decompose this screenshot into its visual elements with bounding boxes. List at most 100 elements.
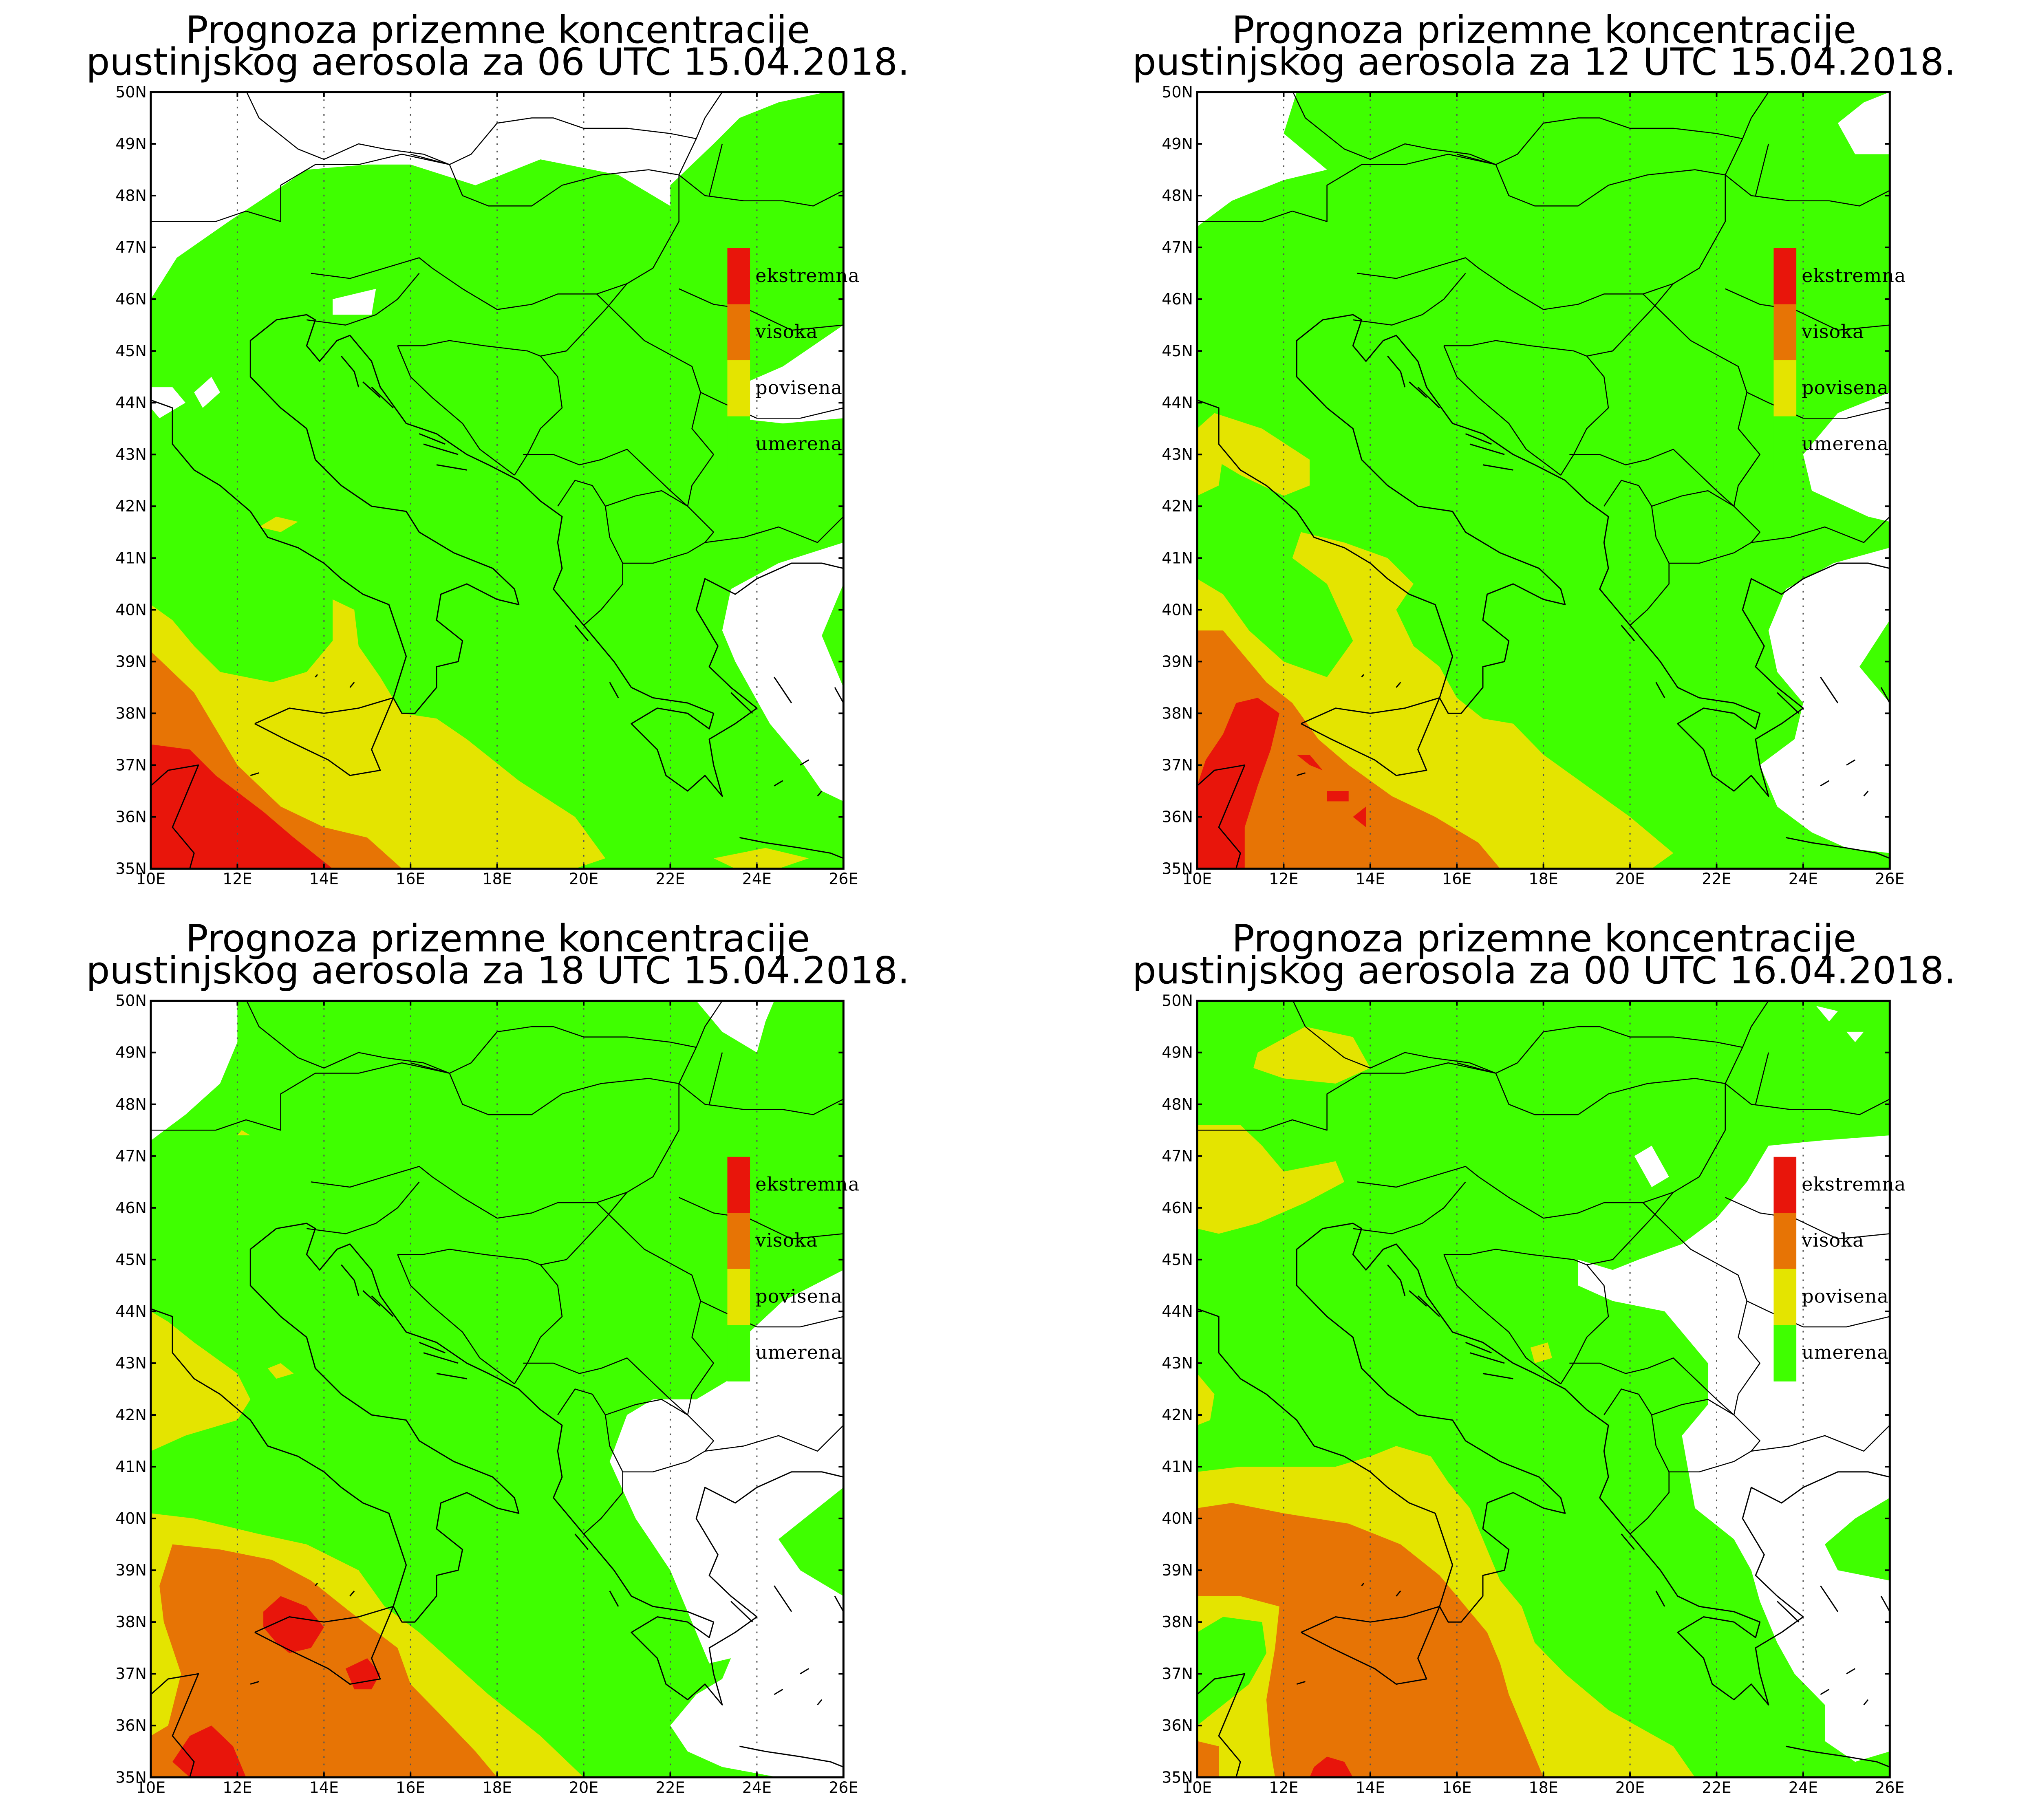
y-tick-label: 47N: [1162, 238, 1193, 256]
legend: ekstremna visoka povisena umerena: [1773, 248, 1906, 473]
y-tick-label: 47N: [115, 1147, 147, 1165]
coastline: [150, 1223, 844, 1705]
country-border: [678, 92, 723, 175]
x-tick-label: 14E: [1356, 870, 1385, 888]
y-tick-label: 36N: [115, 808, 147, 826]
country-border: [622, 1425, 844, 1472]
legend: ekstremna visoka povisena umerena: [1773, 1157, 1906, 1382]
legend-swatch-visoka: [727, 1213, 750, 1269]
country-border: [1669, 516, 1890, 564]
x-tick-label: 20E: [1615, 870, 1645, 888]
y-tick-label: 38N: [1162, 1613, 1193, 1631]
legend: ekstremna visoka povisena umerena: [727, 1157, 860, 1382]
island-outline: [250, 772, 259, 776]
country-border: [151, 1062, 679, 1131]
x-tick-label: 22E: [1702, 870, 1731, 888]
island-outline: [730, 692, 753, 714]
x-tick-label: 18E: [482, 1778, 512, 1796]
contour-povisena: [151, 1311, 251, 1451]
y-tick-label: 44N: [115, 1302, 147, 1320]
country-border: [678, 174, 844, 207]
legend-swatch-ekstremna: [1773, 1157, 1797, 1214]
country-border: [246, 92, 697, 165]
country-border: [1651, 490, 1734, 507]
island-outline: [1465, 1342, 1492, 1353]
y-tick-label: 44N: [1162, 1302, 1193, 1320]
y-tick-label: 37N: [115, 1665, 147, 1683]
x-tick-label: 22E: [655, 1778, 685, 1796]
no-data-region: [609, 1270, 844, 1778]
country-border: [1669, 1425, 1890, 1472]
island-outline: [1863, 791, 1869, 797]
y-tick-label: 36N: [1162, 808, 1193, 826]
island-outline: [574, 625, 589, 641]
contour-ekstremna: [1310, 1756, 1353, 1778]
y-tick-label: 42N: [115, 1406, 147, 1424]
no-data-region: [722, 542, 844, 802]
country-border: [410, 154, 450, 165]
island-outline: [341, 355, 360, 388]
legend-swatch-ekstremna: [727, 248, 750, 305]
island-outline: [774, 1689, 783, 1695]
country-border: [1569, 1357, 1734, 1415]
panel-title-line1: Prognoza prizemne koncentracije: [185, 8, 810, 52]
island-outline: [1482, 464, 1513, 471]
y-tick-label: 50N: [1162, 83, 1193, 101]
country-border: [687, 1301, 714, 1452]
panel-title-line2: pustinjskog aerosola za 18 UTC 15.04.201…: [86, 949, 909, 992]
island-outline: [362, 1290, 381, 1307]
country-border: [1197, 1062, 1725, 1131]
legend-label-umerena: umerena: [755, 432, 843, 454]
legend-label-ekstremna: ekstremna: [1802, 1173, 1906, 1195]
coastline: [1197, 1223, 1890, 1705]
panel-title-line1: Prognoza prizemne koncentracije: [1232, 8, 1856, 52]
island-outline: [1482, 1373, 1513, 1379]
x-tick-label: 12E: [1269, 870, 1298, 888]
legend-swatch-ekstremna: [727, 1157, 750, 1214]
y-tick-label: 35N: [1162, 1768, 1193, 1786]
coastline: [150, 314, 844, 797]
legend-swatch-povisena: [1773, 360, 1797, 417]
country-border: [311, 1083, 679, 1219]
y-tick-label: 49N: [1162, 1044, 1193, 1062]
country-border: [1603, 480, 1670, 626]
legend-label-umerena: umerena: [755, 1341, 843, 1363]
contour-povisena: [1197, 1373, 1215, 1426]
y-tick-label: 48N: [115, 1095, 147, 1113]
country-border: [1357, 1083, 1726, 1219]
map-area: 10E 12E 14E 16E 18E 20E 22E 24E 26E 35N 36N 37N 38N 3…: [1162, 83, 1904, 888]
island-outline: [1655, 682, 1665, 698]
y-tick-label: 43N: [115, 1354, 147, 1372]
country-border: [1603, 1388, 1670, 1535]
y-tick-label: 50N: [115, 992, 147, 1010]
island-outline: [800, 759, 809, 766]
panel-title-line2: pustinjskog aerosola za 06 UTC 15.04.201…: [86, 40, 909, 84]
country-border: [687, 392, 714, 543]
island-outline: [1777, 1601, 1800, 1623]
no-data-region: [1846, 1031, 1864, 1042]
country-border: [1443, 345, 1561, 476]
no-data-region: [1816, 1006, 1838, 1022]
island-outline: [1465, 433, 1492, 445]
island-outline: [423, 443, 459, 455]
contour-ekstremna: [1327, 791, 1349, 802]
x-tick-label: 12E: [1269, 1778, 1298, 1796]
coastline: [1301, 697, 1440, 776]
legend-label-visoka: visoka: [755, 320, 818, 342]
y-tick-label: 46N: [1162, 1199, 1193, 1217]
coastline: [1197, 314, 1890, 797]
x-tick-label: 22E: [1702, 1778, 1731, 1796]
y-tick-label: 48N: [1162, 1095, 1193, 1113]
legend-label-povisena: povisena: [755, 1285, 843, 1307]
island-outline: [1777, 692, 1800, 714]
country-border: [1733, 392, 1760, 543]
y-tick-label: 37N: [115, 756, 147, 774]
x-tick-label: 12E: [223, 1778, 252, 1796]
y-tick-label: 48N: [1162, 187, 1193, 205]
contour-ekstremna: [1197, 698, 1279, 869]
island-outline: [436, 464, 467, 471]
x-tick-label: 16E: [1442, 870, 1471, 888]
country-border: [1292, 92, 1743, 165]
legend-label-ekstremna: ekstremna: [755, 1173, 860, 1195]
legend-label-visoka: visoka: [755, 1229, 818, 1251]
